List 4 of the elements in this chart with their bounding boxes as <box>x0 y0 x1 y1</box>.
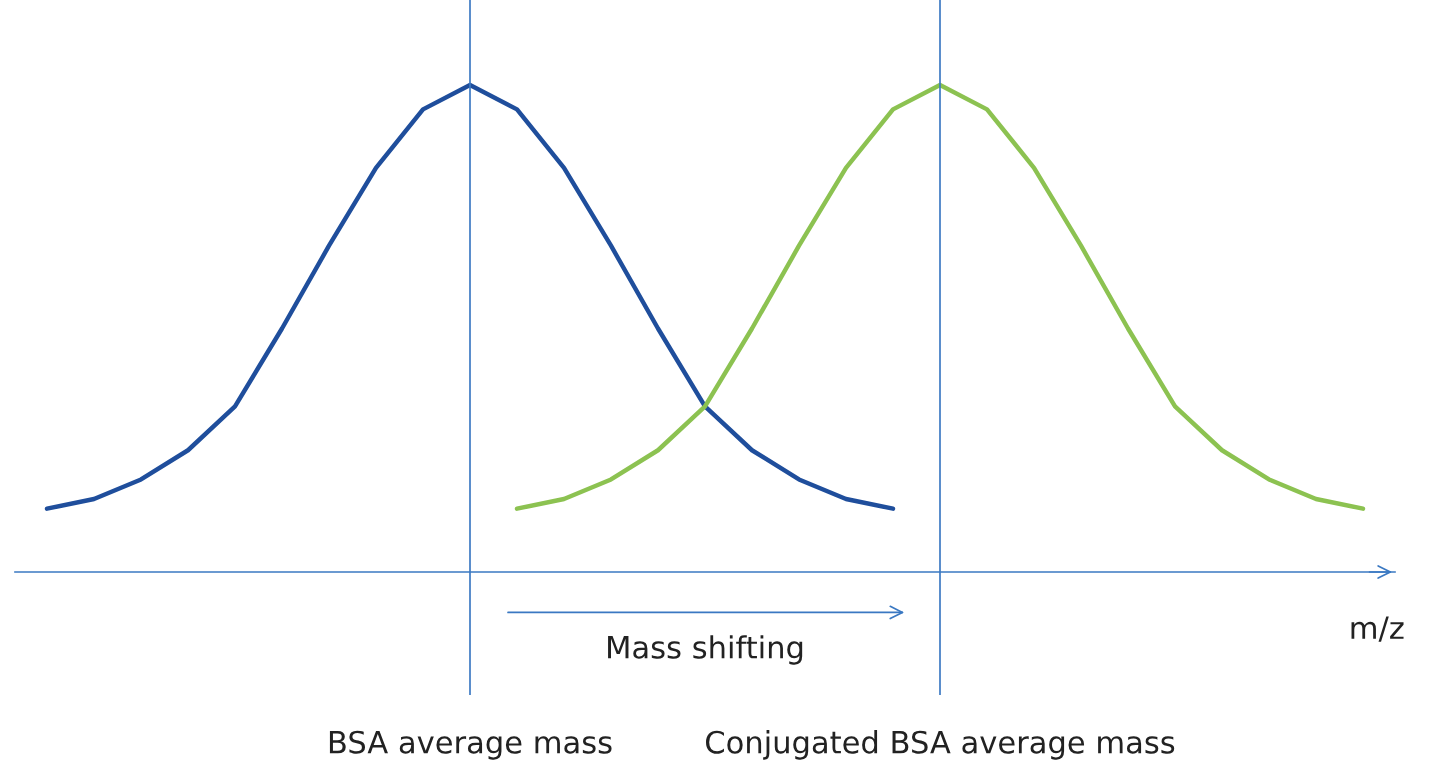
x-axis-title: m/z <box>1351 616 1404 642</box>
text: BSA average mass <box>329 730 612 760</box>
text: Mass shifting <box>608 635 803 665</box>
text: Conjugated BSA average mass <box>706 730 1175 760</box>
